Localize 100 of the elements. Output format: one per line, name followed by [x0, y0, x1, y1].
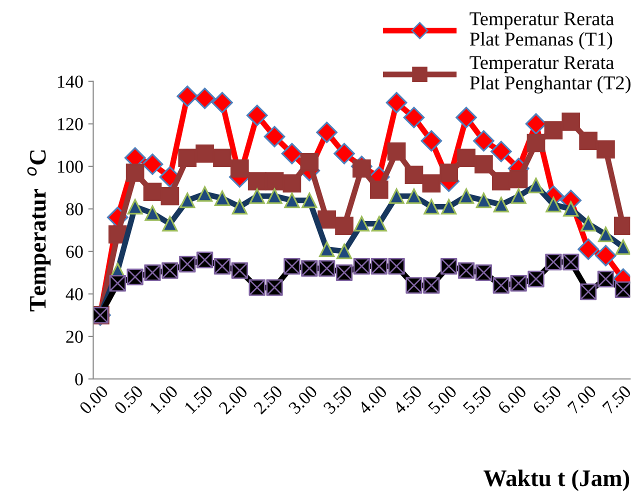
x-tick-label: 6.00 — [497, 384, 528, 415]
point — [597, 270, 614, 288]
x-tick-label: 1.00 — [149, 384, 178, 414]
point — [266, 188, 282, 204]
y-tick-label: 140 — [58, 76, 83, 88]
x-tick-label: 0.50 — [114, 384, 144, 415]
point — [440, 164, 458, 182]
y-tick-label: 20 — [66, 330, 83, 343]
point — [476, 192, 492, 208]
point — [578, 238, 599, 260]
point — [388, 258, 405, 275]
y-tick-label: 60 — [66, 246, 83, 258]
point — [562, 112, 580, 131]
point — [458, 262, 475, 279]
point — [509, 170, 528, 188]
point — [144, 205, 160, 221]
point — [248, 279, 266, 296]
point — [180, 192, 196, 208]
point — [194, 88, 216, 110]
point — [266, 279, 283, 296]
point — [371, 216, 387, 232]
x-tick-label: 7.50 — [602, 384, 632, 414]
point — [595, 244, 616, 266]
point — [526, 134, 546, 152]
point — [144, 264, 161, 281]
point — [316, 122, 338, 144]
point — [284, 192, 300, 208]
point — [246, 104, 268, 126]
point — [422, 174, 441, 193]
point — [579, 132, 598, 150]
point — [615, 239, 630, 255]
point — [230, 159, 249, 178]
y-tick-label: 40 — [66, 288, 83, 300]
point — [546, 196, 562, 212]
point — [197, 186, 213, 202]
point — [213, 148, 232, 168]
point — [126, 268, 144, 286]
point — [490, 140, 512, 162]
point — [441, 198, 457, 215]
point — [528, 178, 544, 194]
point — [142, 154, 164, 175]
point — [598, 226, 614, 242]
point — [248, 172, 266, 190]
point — [388, 188, 404, 204]
point — [160, 186, 180, 206]
point — [162, 216, 178, 232]
point — [492, 172, 510, 190]
x-tick-label: 1.50 — [184, 384, 214, 414]
point — [178, 148, 197, 168]
x-tick-label: 3.00 — [288, 384, 318, 415]
y-tick-label: 0 — [75, 373, 83, 386]
point — [563, 201, 579, 217]
point — [473, 130, 494, 152]
point — [126, 164, 144, 182]
x-tick-label: 2.50 — [253, 384, 284, 415]
point — [458, 188, 474, 204]
x-tick-label: 5.00 — [428, 384, 458, 414]
point — [545, 254, 562, 270]
point — [284, 258, 300, 275]
x-tick-label: 0.00 — [78, 384, 109, 415]
point — [336, 244, 352, 260]
point — [474, 155, 493, 174]
legend-label: Temperatur Rerata Plat Penghantar (T2) — [470, 56, 630, 94]
y-tick-label: 100 — [58, 160, 83, 173]
point — [457, 148, 476, 168]
point — [176, 86, 198, 107]
point — [528, 270, 544, 288]
point — [493, 196, 509, 212]
point — [249, 188, 265, 204]
point — [562, 254, 580, 270]
point — [335, 216, 354, 236]
point — [334, 142, 355, 164]
point — [403, 106, 425, 128]
point — [231, 262, 248, 279]
point — [143, 182, 162, 202]
point — [300, 152, 319, 172]
point — [108, 225, 127, 244]
point — [420, 130, 442, 152]
point — [302, 192, 318, 208]
point — [196, 144, 214, 163]
point — [386, 92, 408, 114]
x-tick-label: 4.50 — [392, 384, 423, 415]
point — [214, 190, 230, 206]
point — [162, 262, 178, 279]
point — [232, 198, 248, 215]
point — [265, 172, 284, 190]
point — [510, 188, 526, 204]
point — [319, 241, 335, 258]
x-tick-label: 5.50 — [462, 384, 492, 414]
point — [510, 274, 527, 292]
point — [456, 106, 477, 128]
point — [544, 121, 563, 140]
legend-label: Temperatur Rerata Plat Pemanas (T1) — [470, 12, 614, 50]
point — [212, 92, 233, 114]
point — [406, 188, 422, 204]
point — [580, 216, 596, 232]
point — [370, 180, 388, 199]
point — [281, 142, 303, 164]
point — [127, 198, 143, 215]
point — [387, 142, 406, 161]
